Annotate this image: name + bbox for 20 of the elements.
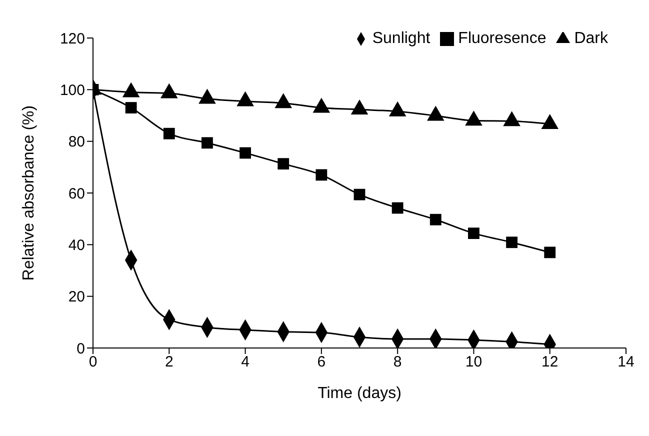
x-tick-label: 0 xyxy=(88,354,98,371)
x-tick-label: 2 xyxy=(164,354,174,371)
y-tick-label: 100 xyxy=(60,82,85,99)
legend-label: Fluoresence xyxy=(458,30,546,47)
y-tick-label: 80 xyxy=(68,134,85,151)
x-tick-label: 8 xyxy=(393,354,402,371)
y-axis-title: Relative absorbance (%) xyxy=(20,105,38,281)
y-tick-label: 60 xyxy=(68,185,85,202)
x-axis-title: Time (days) xyxy=(318,385,402,402)
legend-label: Dark xyxy=(574,30,608,47)
x-tick-label: 4 xyxy=(241,354,250,371)
x-tick-label: 6 xyxy=(317,354,326,371)
y-tick-label: 20 xyxy=(68,288,85,306)
y-tick-label: 40 xyxy=(68,236,85,254)
x-tick-label: 14 xyxy=(618,354,634,371)
legend-label: Sunlight xyxy=(372,30,430,47)
y-tick-label: 0 xyxy=(76,340,85,358)
x-tick-label: 10 xyxy=(465,354,482,371)
y-tick-label: 120 xyxy=(60,30,85,48)
x-tick-label: 12 xyxy=(542,354,558,371)
